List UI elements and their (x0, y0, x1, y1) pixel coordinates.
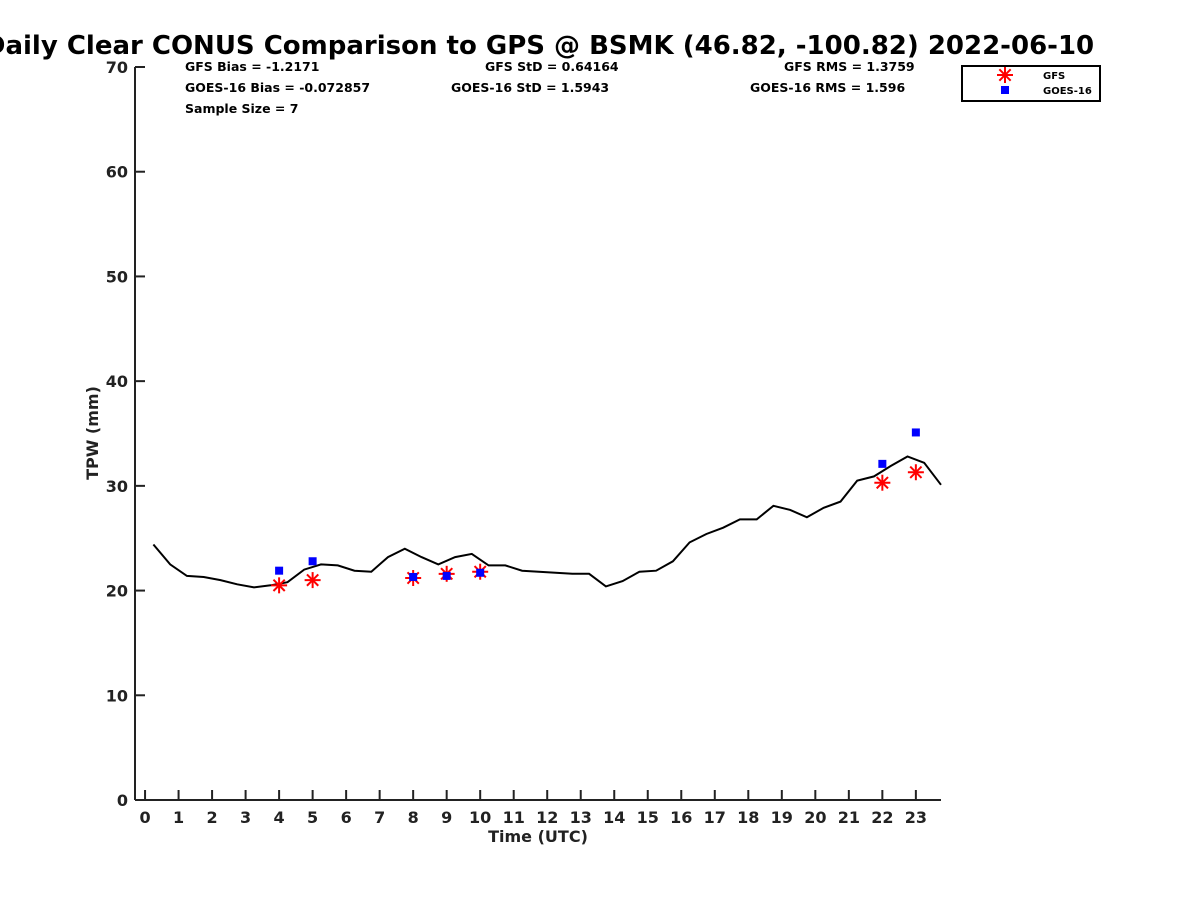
x-tick-label: 8 (408, 808, 419, 827)
stat-goes-rms: GOES-16 RMS = 1.596 (750, 80, 905, 95)
stat-goes-bias: GOES-16 Bias = -0.072857 (185, 80, 370, 95)
x-tick-label: 19 (771, 808, 793, 827)
y-tick-label: 60 (106, 163, 128, 182)
legend-gfs-marker (997, 67, 1013, 83)
x-tick-label: 18 (737, 808, 759, 827)
x-tick-label: 11 (503, 808, 525, 827)
legend: GFS GOES-16 (961, 65, 1101, 102)
goes-point (275, 566, 284, 575)
gfs-point (271, 577, 288, 594)
x-tick-label: 1 (173, 808, 184, 827)
goes-point (409, 572, 418, 581)
goes-point (878, 459, 887, 468)
gps-line (152, 455, 942, 589)
x-tick-label: 10 (469, 808, 491, 827)
gfs-point (907, 464, 924, 481)
legend-gfs-asterisk (997, 67, 1013, 83)
goes-point (476, 568, 485, 577)
x-tick-label: 17 (704, 808, 726, 827)
stat-sample-size: Sample Size = 7 (185, 101, 298, 116)
x-tick-label: 6 (341, 808, 352, 827)
goes-point (442, 571, 451, 580)
y-tick-label: 50 (106, 267, 128, 286)
y-tick-label: 70 (106, 58, 128, 77)
x-tick-label: 5 (307, 808, 318, 827)
x-tick-label: 16 (670, 808, 692, 827)
x-tick-label: 21 (838, 808, 860, 827)
legend-gfs-label: GFS (1043, 71, 1065, 82)
stat-goes-std: GOES-16 StD = 1.5943 (451, 80, 609, 95)
legend-box (961, 65, 1101, 102)
stat-gfs-std: GFS StD = 0.64164 (485, 59, 619, 74)
x-tick-label: 7 (374, 808, 385, 827)
x-tick-label: 15 (637, 808, 659, 827)
legend-goes-label: GOES-16 (1043, 86, 1092, 97)
y-tick-label: 10 (106, 686, 128, 705)
stat-gfs-bias: GFS Bias = -1.2171 (185, 59, 319, 74)
goes-point (308, 557, 317, 566)
x-tick-label: 12 (536, 808, 558, 827)
x-tick-label: 9 (441, 808, 452, 827)
chart-title: Daily Clear CONUS Comparison to GPS @ BS… (0, 31, 1094, 61)
x-tick-label: 14 (603, 808, 625, 827)
goes-point (911, 428, 920, 437)
x-tick-label: 20 (804, 808, 826, 827)
gfs-series (271, 464, 924, 594)
x-tick-label: 3 (240, 808, 251, 827)
stats-block: GFS Bias = -1.2171 GFS StD = 0.64164 GFS… (185, 59, 915, 116)
y-tick-label: 30 (106, 477, 128, 496)
x-tick-label: 23 (905, 808, 927, 827)
x-tick-label: 22 (871, 808, 893, 827)
x-tick-label: 0 (139, 808, 150, 827)
x-axis-label: Time (UTC) (488, 827, 588, 846)
y-tick-label: 0 (117, 791, 128, 810)
legend-goes-marker (1001, 86, 1009, 94)
y-tick-label: 40 (106, 372, 128, 391)
stat-gfs-rms: GFS RMS = 1.3759 (784, 59, 915, 74)
x-tick-label: 13 (570, 808, 592, 827)
y-tick-label: 20 (106, 582, 128, 601)
goes-series (275, 428, 920, 581)
x-tick-label: 2 (207, 808, 218, 827)
x-tick-label: 4 (274, 808, 285, 827)
gfs-point (304, 572, 321, 589)
y-axis-label: TPW (mm) (83, 386, 102, 480)
gfs-point (874, 474, 891, 491)
gps-series (152, 455, 942, 589)
